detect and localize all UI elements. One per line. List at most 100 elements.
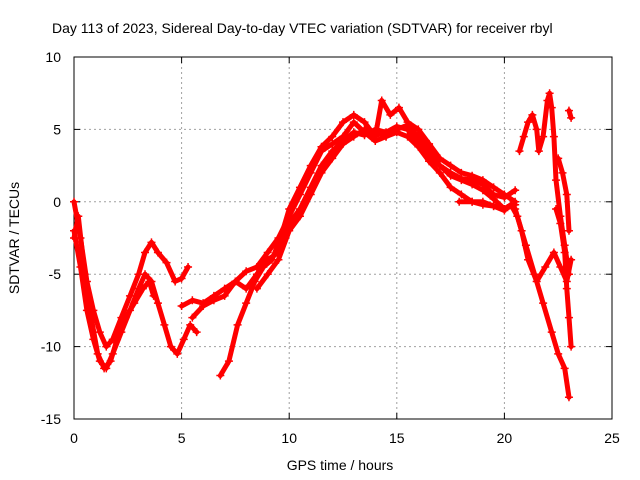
data-point bbox=[106, 357, 115, 366]
data-point bbox=[455, 197, 464, 206]
data-point bbox=[457, 168, 466, 177]
data-point bbox=[547, 103, 556, 112]
x-tick-label: 0 bbox=[70, 430, 78, 446]
data-point bbox=[252, 284, 261, 293]
data-point bbox=[328, 154, 337, 163]
data-point bbox=[295, 183, 304, 192]
data-point bbox=[549, 132, 558, 141]
data-point bbox=[242, 267, 251, 276]
data-point bbox=[149, 291, 158, 300]
data-point bbox=[153, 248, 162, 257]
data-point bbox=[199, 302, 208, 311]
data-point bbox=[147, 238, 156, 247]
grid bbox=[74, 57, 612, 419]
data-point bbox=[263, 270, 272, 279]
data-point bbox=[547, 328, 556, 337]
series-arc-6 bbox=[216, 96, 520, 380]
data-point bbox=[524, 255, 533, 264]
series-arc-5 bbox=[188, 118, 520, 322]
data-point bbox=[511, 197, 520, 206]
series-arc-11 bbox=[552, 205, 576, 351]
data-point bbox=[478, 186, 487, 195]
data-point bbox=[242, 299, 251, 308]
data-point bbox=[70, 197, 78, 206]
axis-ticks: 0 5 10 15 20 25 -15 -10 -5 0 5 10 bbox=[41, 49, 620, 446]
data-point bbox=[414, 125, 423, 134]
data-point bbox=[506, 200, 515, 209]
data-point bbox=[414, 142, 423, 151]
data-point bbox=[554, 154, 563, 163]
data-point bbox=[188, 313, 197, 322]
x-tick-label: 20 bbox=[497, 430, 513, 446]
data-point bbox=[403, 132, 412, 141]
data-point bbox=[564, 106, 573, 115]
data-point bbox=[360, 118, 369, 127]
series-line bbox=[456, 199, 572, 400]
data-point bbox=[446, 183, 455, 192]
series-line bbox=[189, 119, 518, 321]
data-point bbox=[489, 202, 498, 211]
data-point bbox=[216, 371, 225, 380]
data-point bbox=[435, 154, 444, 163]
data-point bbox=[102, 342, 111, 351]
data-point bbox=[74, 212, 83, 221]
data-point bbox=[478, 176, 487, 185]
data-point bbox=[242, 284, 251, 293]
data-point bbox=[564, 393, 573, 402]
data-point bbox=[177, 274, 186, 283]
x-tick-label: 10 bbox=[281, 430, 297, 446]
x-axis-label: GPS time / hours bbox=[287, 457, 394, 473]
data-point bbox=[231, 277, 240, 286]
data-point bbox=[349, 132, 358, 141]
data-point bbox=[554, 349, 563, 358]
data-point bbox=[130, 299, 139, 308]
y-tick-label: -10 bbox=[41, 339, 61, 355]
data-point bbox=[562, 284, 571, 293]
data-point bbox=[511, 205, 520, 214]
data-point bbox=[517, 226, 526, 235]
data-point bbox=[446, 161, 455, 170]
data-point bbox=[560, 248, 569, 257]
data-point bbox=[192, 328, 201, 337]
data-point bbox=[386, 110, 395, 119]
data-point bbox=[489, 194, 498, 203]
data-point bbox=[382, 132, 391, 141]
x-tick-label: 5 bbox=[178, 430, 186, 446]
data-point bbox=[425, 157, 434, 166]
data-point bbox=[259, 262, 268, 271]
data-point bbox=[250, 277, 259, 286]
data-point bbox=[274, 255, 283, 264]
series-line bbox=[555, 155, 572, 234]
data-point bbox=[166, 342, 175, 351]
data-point bbox=[145, 277, 154, 286]
data-point bbox=[141, 270, 150, 279]
data-point bbox=[549, 248, 558, 257]
y-tick-label: 10 bbox=[45, 49, 61, 65]
data-point bbox=[371, 128, 380, 137]
data-point bbox=[141, 248, 150, 257]
data-point bbox=[524, 118, 533, 127]
x-tick-label: 15 bbox=[389, 430, 405, 446]
data-point bbox=[328, 139, 337, 148]
series-line bbox=[217, 97, 518, 379]
data-point bbox=[558, 168, 567, 177]
data-point bbox=[543, 96, 552, 105]
data-point bbox=[457, 176, 466, 185]
data-point bbox=[179, 335, 188, 344]
data-point bbox=[468, 180, 477, 189]
data-point bbox=[233, 320, 242, 329]
data-point bbox=[511, 186, 520, 195]
series-arc-13 bbox=[564, 106, 576, 122]
data-point bbox=[552, 176, 561, 185]
data-point bbox=[500, 205, 509, 214]
data-point bbox=[209, 296, 218, 305]
data-point bbox=[556, 219, 565, 228]
data-point bbox=[121, 313, 130, 322]
series-line bbox=[254, 126, 507, 292]
data-point bbox=[360, 125, 369, 134]
data-point bbox=[435, 168, 444, 177]
data-point bbox=[539, 132, 548, 141]
data-point bbox=[306, 190, 315, 199]
data-point bbox=[328, 132, 337, 141]
